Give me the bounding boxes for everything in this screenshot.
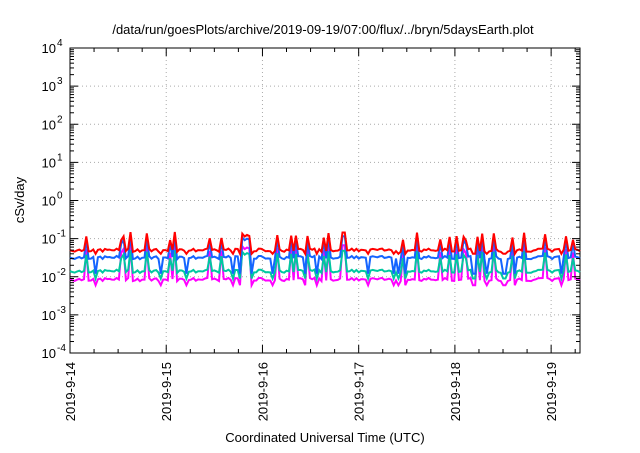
- y-tick-label: 10: [42, 41, 56, 56]
- y-tick-exponent: 4: [57, 38, 63, 49]
- series-lines: [69, 231, 581, 289]
- y-tick-label: 10: [42, 79, 56, 94]
- y-tick-label: 10: [42, 346, 56, 361]
- x-tick-label: 2019-9-18: [448, 362, 463, 421]
- y-tick-exponent: -4: [57, 343, 66, 354]
- y-tick-exponent: 1: [57, 152, 63, 163]
- y-axis-label: cSv/day: [12, 176, 27, 223]
- chart-title: /data/run/goesPlots/archive/2019-09-19/0…: [112, 22, 534, 37]
- y-tick-label: 10: [42, 308, 56, 323]
- y-tick-label: 10: [42, 117, 56, 132]
- y-tick-exponent: -1: [57, 229, 66, 240]
- y-tick-label: 10: [42, 155, 56, 170]
- x-tick-label: 2019-9-14: [63, 362, 78, 421]
- series-line: [69, 231, 581, 258]
- grid-lines: [70, 48, 580, 353]
- y-tick-label: 10: [42, 232, 56, 247]
- x-tick-label: 2019-9-15: [159, 362, 174, 421]
- x-tick-label: 2019-9-16: [255, 362, 270, 421]
- y-tick-label: 10: [42, 270, 56, 285]
- x-tick-label: 2019-9-17: [352, 362, 367, 421]
- y-tick-exponent: 2: [57, 114, 63, 125]
- x-tick-label: 2019-9-19: [544, 362, 559, 421]
- series-line: [69, 249, 581, 283]
- y-tick-exponent: -3: [57, 305, 66, 316]
- x-axis-label: Coordinated Universal Time (UTC): [225, 430, 424, 445]
- y-tick-exponent: 0: [57, 191, 63, 202]
- y-tick-label: 10: [42, 194, 56, 209]
- y-tick-exponent: -2: [57, 267, 66, 278]
- y-tick-exponent: 3: [57, 76, 63, 87]
